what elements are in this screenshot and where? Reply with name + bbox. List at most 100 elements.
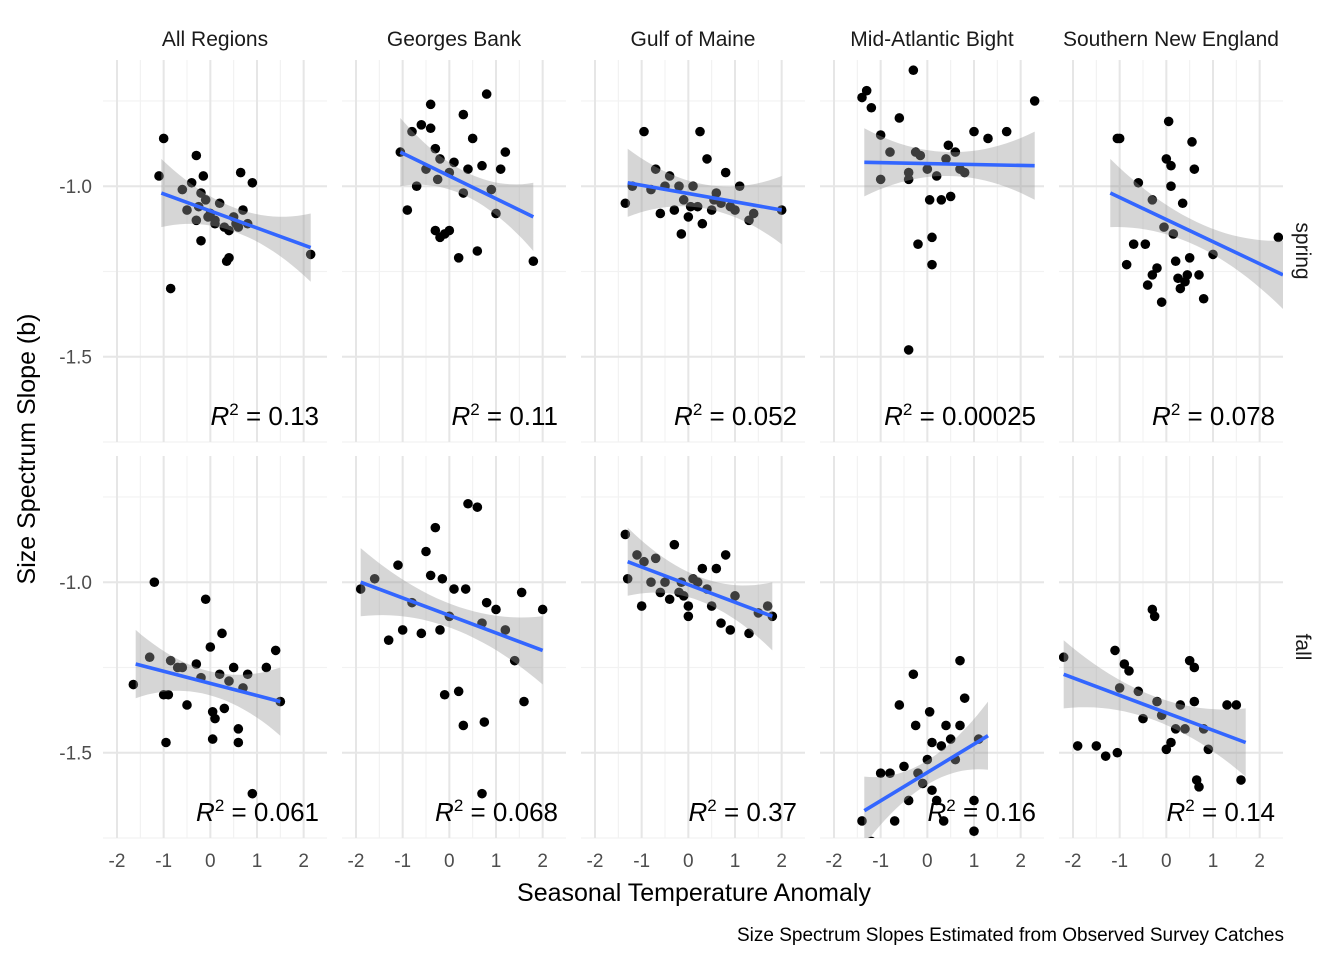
data-point — [903, 795, 914, 806]
x-tick-label: 0 — [922, 851, 933, 872]
data-point — [639, 556, 649, 567]
data-point — [969, 795, 979, 806]
data-point — [453, 686, 464, 697]
data-point — [198, 171, 209, 181]
data-point — [207, 734, 218, 744]
data-point — [1147, 270, 1158, 280]
data-point — [711, 563, 722, 574]
data-point — [908, 669, 919, 680]
x-tick-label: 0 — [444, 851, 455, 872]
data-point — [674, 181, 684, 191]
data-point — [519, 696, 529, 707]
data-point — [432, 174, 443, 185]
data-point — [383, 635, 394, 645]
data-point — [875, 174, 886, 185]
data-point — [393, 560, 403, 570]
x-tick-label: -2 — [826, 851, 843, 872]
data-point — [196, 188, 206, 198]
x-tick-label: 1 — [491, 851, 502, 872]
data-point — [210, 218, 220, 229]
data-point — [161, 737, 171, 748]
data-point — [1175, 700, 1186, 710]
data-point — [1189, 164, 1200, 174]
data-point — [955, 720, 965, 731]
strip-label-southern-new-england: Southern New England — [1063, 28, 1279, 51]
data-point — [720, 167, 731, 178]
data-point — [233, 724, 244, 734]
y-tick-label: -1.5 — [59, 744, 92, 765]
data-point — [191, 659, 202, 669]
r-squared-label: R2 = 0.078 — [1152, 400, 1275, 431]
data-point — [1208, 249, 1218, 260]
data-point — [182, 205, 192, 215]
data-point — [669, 205, 680, 215]
data-point — [1170, 256, 1181, 267]
data-point — [683, 611, 694, 622]
data-point — [917, 778, 928, 789]
data-point — [678, 195, 689, 205]
data-point — [261, 662, 272, 673]
data-point — [1110, 645, 1120, 656]
panel-plot-area — [1059, 604, 1247, 792]
data-point — [224, 253, 234, 263]
data-point — [516, 587, 527, 598]
data-point — [1133, 177, 1144, 188]
data-point — [205, 642, 216, 652]
panel-plot-area — [154, 133, 316, 294]
data-point — [430, 225, 441, 236]
data-point — [1112, 747, 1123, 758]
r-squared-label: R2 = 0.061 — [196, 796, 319, 827]
panels-layer: R2 = 0.13 R2 = 0.11 R2 = 0.052 R2 = 0.00025… — [103, 60, 1283, 839]
strip-label-fall: fall — [1291, 634, 1314, 661]
data-point — [927, 232, 937, 243]
data-point — [959, 693, 970, 703]
data-point — [622, 573, 633, 584]
data-point — [200, 594, 211, 605]
data-point — [460, 584, 471, 594]
r-squared-label: R2 = 0.00025 — [884, 400, 1036, 431]
data-point — [695, 126, 705, 137]
data-point — [1182, 270, 1193, 280]
r-squared-label: R2 = 0.14 — [1167, 796, 1275, 827]
data-point — [509, 655, 520, 666]
data-point — [191, 150, 202, 161]
panel-plot-area — [1109, 116, 1283, 309]
regression-line — [864, 160, 1035, 168]
data-point — [655, 208, 666, 219]
strip-label-gulf-of-maine: Gulf of Maine — [631, 28, 756, 51]
data-point — [1166, 181, 1176, 191]
y-tick-label: -1.5 — [59, 348, 92, 369]
x-tick-label: 2 — [537, 851, 548, 872]
data-point — [936, 195, 947, 205]
panel-spring-southern-new-england: R2 = 0.078 — [1059, 60, 1283, 443]
data-point — [636, 601, 647, 611]
data-point — [734, 181, 745, 191]
x-tick-label: -2 — [587, 851, 604, 872]
data-point — [1189, 696, 1200, 707]
data-point — [407, 126, 417, 137]
x-tick-label: 2 — [1254, 851, 1265, 872]
regression-line — [399, 150, 535, 219]
data-point — [660, 577, 670, 587]
data-point — [692, 201, 703, 212]
data-point — [650, 553, 661, 564]
data-point — [692, 577, 703, 587]
data-point — [369, 573, 380, 584]
data-point — [472, 246, 483, 256]
data-point — [430, 143, 441, 154]
data-point — [182, 700, 192, 710]
data-point — [200, 195, 211, 205]
data-point — [959, 167, 970, 178]
data-point — [702, 154, 712, 164]
data-point — [247, 788, 258, 799]
data-point — [683, 212, 694, 222]
data-point — [867, 836, 875, 838]
x-tick-label: -1 — [1111, 851, 1128, 872]
data-point — [1175, 283, 1186, 294]
x-tick-label: -1 — [394, 851, 411, 872]
data-point — [491, 604, 501, 615]
data-point — [437, 573, 448, 584]
panel-spring-georges-bank: R2 = 0.11 — [342, 60, 566, 443]
regression-line — [1063, 672, 1247, 745]
data-point — [528, 256, 539, 267]
